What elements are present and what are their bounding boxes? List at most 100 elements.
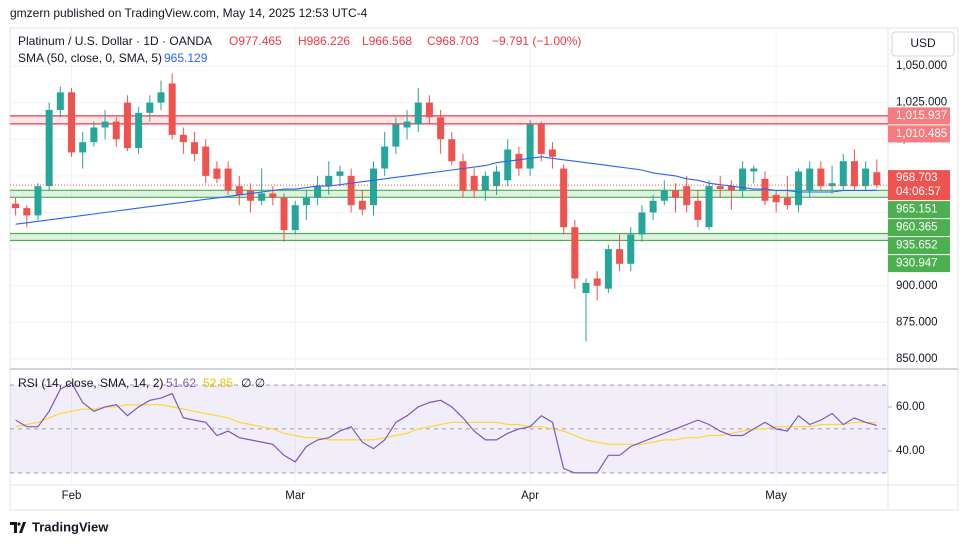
- candle-body: [68, 92, 76, 153]
- candle-body: [739, 168, 747, 191]
- candle-body: [392, 124, 400, 147]
- candle-body: [727, 186, 735, 191]
- candle-body: [862, 168, 870, 187]
- candle-body: [347, 175, 355, 206]
- rsi-tick-label: 60.00: [896, 401, 925, 413]
- candle-body: [280, 197, 288, 231]
- sma-line: [15, 156, 877, 225]
- level-label: 1,010.485: [896, 128, 947, 140]
- frame: [9, 27, 959, 511]
- level-tag: [888, 255, 950, 273]
- candle-body: [79, 142, 87, 153]
- candle-body: [302, 197, 310, 206]
- candle-body: [806, 168, 814, 191]
- rsi-extra: ∅ ∅: [241, 376, 265, 390]
- legend-change: −9.791 (−1.00%): [492, 34, 581, 48]
- candle-body: [839, 161, 847, 187]
- candle-body: [683, 186, 691, 206]
- level-tag: [888, 201, 950, 219]
- candle-body: [291, 205, 299, 231]
- y-tick-label: 875.000: [896, 316, 938, 328]
- legend-open: O977.465: [229, 34, 282, 48]
- candle-body: [850, 161, 858, 187]
- last-price-label: 968.703: [896, 172, 938, 184]
- level-label: 965.151: [896, 204, 938, 216]
- candle-body: [403, 121, 411, 128]
- candle-body: [224, 168, 232, 191]
- rsi-sma-line: [15, 404, 877, 445]
- candle-body: [191, 142, 199, 154]
- candle-body: [146, 102, 154, 113]
- candle-body: [571, 227, 579, 279]
- candle-body: [671, 190, 679, 198]
- candle-body: [705, 186, 713, 228]
- candle-body: [135, 112, 143, 149]
- candle-body: [235, 186, 243, 195]
- candle-body: [660, 190, 668, 201]
- candle-body: [213, 168, 221, 179]
- rsi-value: 51.62: [166, 376, 196, 390]
- candle-body: [772, 194, 780, 203]
- currency: USD: [910, 36, 936, 50]
- candle-body: [101, 121, 109, 128]
- symbol: Platinum / U.S. Dollar · 1D · OANDA: [18, 34, 212, 48]
- level-zone: [10, 233, 888, 241]
- sma-legend: SMA (50, close, 0, SMA, 5): [18, 51, 162, 65]
- candle-body: [314, 186, 322, 198]
- candle-body: [179, 134, 187, 143]
- last-price-tag: [888, 170, 950, 201]
- candle-body: [694, 200, 702, 220]
- candle-body: [34, 186, 42, 216]
- sma-value: 965.129: [164, 51, 208, 65]
- candle-body: [481, 175, 489, 191]
- y-tick-label: 900.000: [896, 280, 938, 292]
- x-tick-label: Apr: [521, 490, 539, 502]
- rsi-line: [15, 381, 877, 474]
- level-label: 935.652: [896, 240, 938, 252]
- plot: [10, 73, 888, 474]
- candle-body: [649, 200, 657, 213]
- level-tag: [888, 125, 950, 143]
- rsi-sma-value: 52.85: [203, 376, 233, 390]
- legend-close: C968.703: [427, 34, 479, 48]
- rsi-legend: RSI (14, close, SMA, 14, 2): [18, 376, 163, 390]
- candle-body: [582, 282, 590, 294]
- countdown: 04:06:57: [896, 186, 941, 198]
- candle-body: [12, 203, 20, 209]
- candle-body: [873, 172, 881, 186]
- candle-body: [750, 168, 758, 172]
- candle-body: [112, 121, 120, 140]
- candle-body: [414, 102, 422, 125]
- candle-body: [548, 149, 556, 157]
- candle-body: [627, 234, 635, 264]
- publisher: gmzern published on TradingView.com, May…: [10, 6, 368, 20]
- candle-body: [336, 171, 344, 176]
- level-label: 1,015.937: [896, 110, 947, 122]
- y-tick-label: 1,025.000: [896, 97, 947, 109]
- candle-body: [56, 92, 64, 110]
- candle-body: [515, 153, 523, 169]
- level-tag: [888, 107, 950, 125]
- candle-body: [437, 117, 445, 140]
- candle-body: [23, 208, 31, 216]
- level-zone: [10, 115, 888, 124]
- candle-body: [448, 139, 456, 162]
- currency-box[interactable]: [891, 31, 955, 57]
- level-label: 930.947: [896, 258, 938, 270]
- candle-body: [90, 127, 98, 143]
- rsi-tick-label: 40.00: [896, 445, 925, 457]
- candle-body: [425, 102, 433, 118]
- candle-body: [783, 197, 791, 206]
- y-tick-label: 850.000: [896, 353, 938, 365]
- level-tag: [888, 237, 950, 255]
- candle-body: [157, 92, 165, 103]
- legend-high: H986.226: [298, 34, 350, 48]
- candle-body: [761, 178, 769, 201]
- x-tick-label: Feb: [62, 490, 82, 502]
- x-tick-label: Mar: [285, 490, 305, 502]
- candle-body: [269, 193, 277, 198]
- logo: [10, 522, 26, 533]
- candle-body: [604, 249, 612, 289]
- candle-body: [45, 109, 53, 187]
